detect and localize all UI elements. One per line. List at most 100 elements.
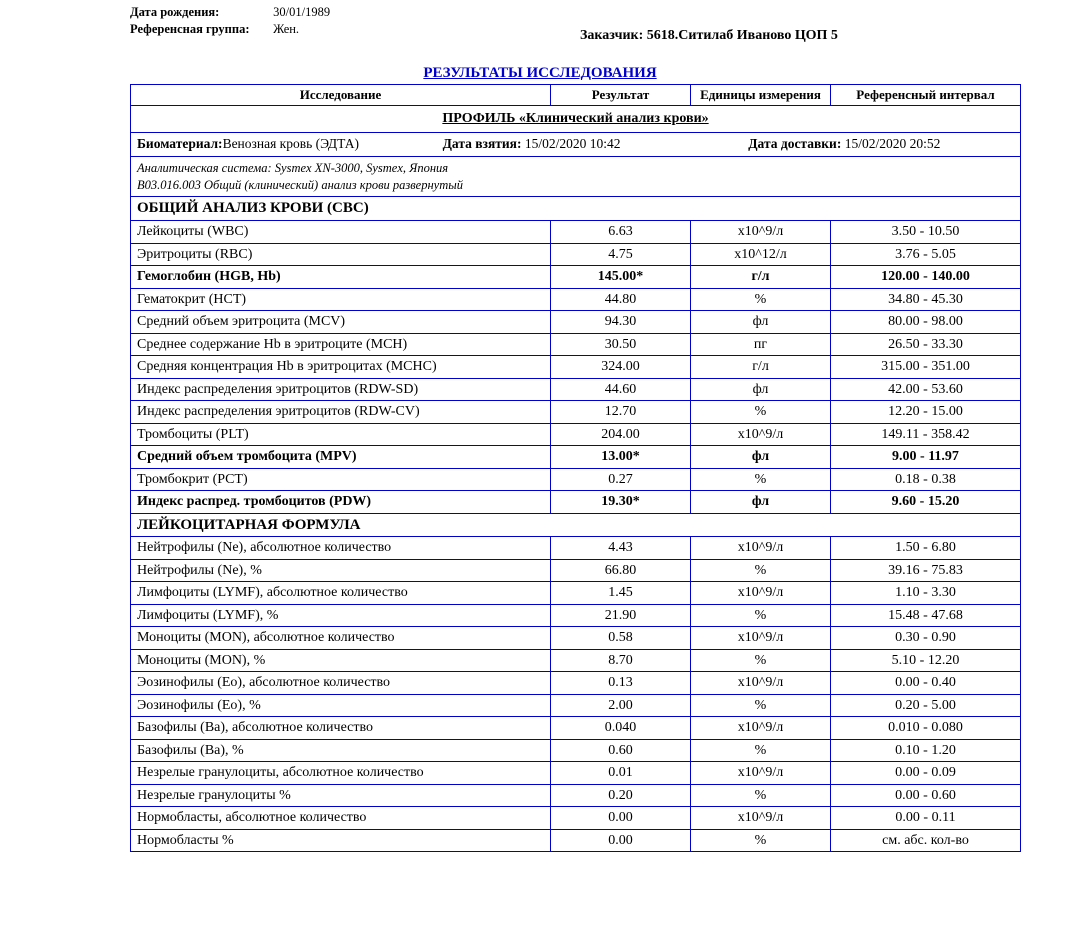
analytic-line2: B03.016.003 Общий (клинический) анализ к… — [137, 177, 1014, 194]
table-row: Незрелые гранулоциты, абсолютное количес… — [131, 762, 1021, 785]
table-row: Лейкоциты (WBC)6.63x10^9/л3.50 - 10.50 — [131, 221, 1021, 244]
test-ref: 149.11 - 358.42 — [831, 423, 1021, 446]
test-result: 94.30 — [551, 311, 691, 334]
test-unit: x10^9/л — [691, 537, 831, 560]
test-unit: % — [691, 829, 831, 852]
test-unit: г/л — [691, 356, 831, 379]
test-unit: x10^9/л — [691, 807, 831, 830]
test-name: Нормобласты % — [131, 829, 551, 852]
test-ref: 0.10 - 1.20 — [831, 739, 1021, 762]
test-ref: 0.00 - 0.60 — [831, 784, 1021, 807]
test-result: 0.00 — [551, 807, 691, 830]
test-unit: x10^12/л — [691, 243, 831, 266]
test-name: Эритроциты (RBC) — [131, 243, 551, 266]
test-unit: фл — [691, 491, 831, 514]
test-result: 19.30* — [551, 491, 691, 514]
test-result: 30.50 — [551, 333, 691, 356]
table-row: Нейтрофилы (Ne), %66.80%39.16 - 75.83 — [131, 559, 1021, 582]
test-result: 4.75 — [551, 243, 691, 266]
test-unit: фл — [691, 446, 831, 469]
col-unit: Единицы измерения — [691, 85, 831, 106]
table-row: Базофилы (Ba), абсолютное количество0.04… — [131, 717, 1021, 740]
table-header-row: Исследование Результат Единицы измерения… — [131, 85, 1021, 106]
date-delivered-value: 15/02/2020 20:52 — [845, 136, 941, 151]
table-row: Средний объем эритроцита (MCV)94.30фл80.… — [131, 311, 1021, 334]
refgroup-value: Жен. — [273, 22, 299, 36]
test-unit: % — [691, 739, 831, 762]
test-result: 1.45 — [551, 582, 691, 605]
test-unit: фл — [691, 311, 831, 334]
test-name: Индекс распределения эритроцитов (RDW-SD… — [131, 378, 551, 401]
customer-label: Заказчик: — [580, 28, 643, 43]
test-unit: x10^9/л — [691, 717, 831, 740]
test-ref: 0.00 - 0.09 — [831, 762, 1021, 785]
test-name: Моноциты (MON), % — [131, 649, 551, 672]
test-ref: 0.30 - 0.90 — [831, 627, 1021, 650]
profile-title: ПРОФИЛЬ «Клинический анализ крови» — [131, 106, 1021, 133]
table-row: Тромбоциты (PLT)204.00x10^9/л149.11 - 35… — [131, 423, 1021, 446]
test-result: 0.20 — [551, 784, 691, 807]
test-name: Нейтрофилы (Ne), абсолютное количество — [131, 537, 551, 560]
test-name: Моноциты (MON), абсолютное количество — [131, 627, 551, 650]
test-ref: 3.50 - 10.50 — [831, 221, 1021, 244]
test-name: Эозинофилы (Eo), абсолютное количество — [131, 672, 551, 695]
test-result: 204.00 — [551, 423, 691, 446]
test-ref: см. абс. кол-во — [831, 829, 1021, 852]
table-row: Базофилы (Ba), %0.60%0.10 - 1.20 — [131, 739, 1021, 762]
test-unit: x10^9/л — [691, 582, 831, 605]
test-result: 0.040 — [551, 717, 691, 740]
test-ref: 3.76 - 5.05 — [831, 243, 1021, 266]
table-row: Нейтрофилы (Ne), абсолютное количество4.… — [131, 537, 1021, 560]
test-ref: 42.00 - 53.60 — [831, 378, 1021, 401]
test-result: 0.27 — [551, 468, 691, 491]
group-title: ОБЩИЙ АНАЛИЗ КРОВИ (CBC) — [131, 197, 1021, 221]
table-row: Нормобласты %0.00%см. абс. кол-во — [131, 829, 1021, 852]
test-name: Эозинофилы (Eo), % — [131, 694, 551, 717]
table-row: Средний объем тромбоцита (MPV)13.00*фл9.… — [131, 446, 1021, 469]
test-unit: % — [691, 694, 831, 717]
table-row: Незрелые гранулоциты %0.20%0.00 - 0.60 — [131, 784, 1021, 807]
test-unit: фл — [691, 378, 831, 401]
dob-value: 30/01/1989 — [273, 5, 330, 19]
test-unit: % — [691, 604, 831, 627]
test-result: 8.70 — [551, 649, 691, 672]
biomaterial-row: Биоматериал:Венозная кровь (ЭДТА) Дата в… — [131, 132, 1021, 156]
test-result: 0.13 — [551, 672, 691, 695]
test-result: 21.90 — [551, 604, 691, 627]
test-result: 12.70 — [551, 401, 691, 424]
test-result: 324.00 — [551, 356, 691, 379]
test-name: Базофилы (Ba), абсолютное количество — [131, 717, 551, 740]
test-ref: 0.00 - 0.11 — [831, 807, 1021, 830]
table-row: Эозинофилы (Eo), абсолютное количество0.… — [131, 672, 1021, 695]
test-result: 0.58 — [551, 627, 691, 650]
test-result: 4.43 — [551, 537, 691, 560]
test-result: 0.60 — [551, 739, 691, 762]
test-ref: 15.48 - 47.68 — [831, 604, 1021, 627]
test-name: Гематокрит (HCT) — [131, 288, 551, 311]
test-result: 2.00 — [551, 694, 691, 717]
test-name: Тромбоциты (PLT) — [131, 423, 551, 446]
biomaterial-value: Венозная кровь (ЭДТА) — [223, 136, 359, 151]
table-row: Эозинофилы (Eo), %2.00%0.20 - 5.00 — [131, 694, 1021, 717]
table-row: Индекс распределения эритроцитов (RDW-SD… — [131, 378, 1021, 401]
test-unit: x10^9/л — [691, 627, 831, 650]
table-row: Тромбокрит (PCT)0.27%0.18 - 0.38 — [131, 468, 1021, 491]
test-name: Средний объем эритроцита (MCV) — [131, 311, 551, 334]
test-ref: 26.50 - 33.30 — [831, 333, 1021, 356]
test-result: 44.60 — [551, 378, 691, 401]
test-result: 66.80 — [551, 559, 691, 582]
date-taken-label: Дата взятия: — [443, 136, 522, 151]
test-name: Нормобласты, абсолютное количество — [131, 807, 551, 830]
test-name: Лимфоциты (LYMF), % — [131, 604, 551, 627]
test-name: Незрелые гранулоциты % — [131, 784, 551, 807]
test-name: Незрелые гранулоциты, абсолютное количес… — [131, 762, 551, 785]
table-row: Гематокрит (HCT)44.80%34.80 - 45.30 — [131, 288, 1021, 311]
col-test: Исследование — [131, 85, 551, 106]
test-result: 0.01 — [551, 762, 691, 785]
test-unit: x10^9/л — [691, 221, 831, 244]
test-ref: 1.50 - 6.80 — [831, 537, 1021, 560]
test-ref: 39.16 - 75.83 — [831, 559, 1021, 582]
test-unit: % — [691, 649, 831, 672]
test-result: 13.00* — [551, 446, 691, 469]
biomaterial-label: Биоматериал: — [137, 136, 223, 151]
